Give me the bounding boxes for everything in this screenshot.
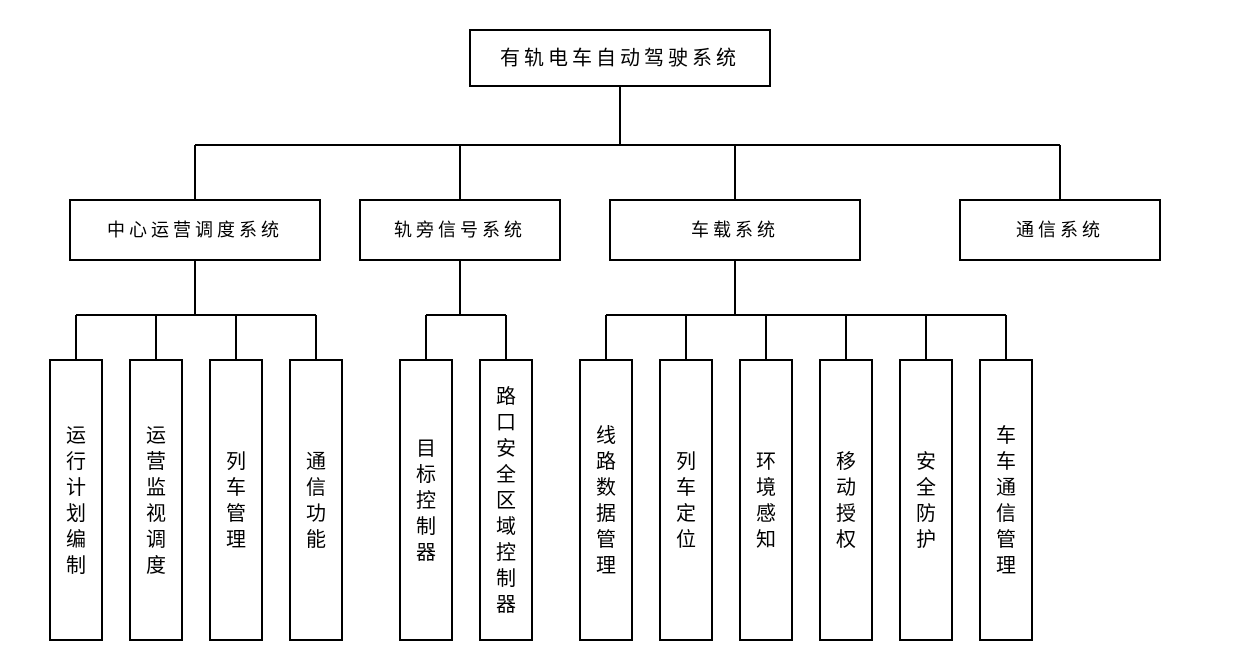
mid-label-m2: 车载系统 [691,220,779,240]
mid-label-m1: 轨旁信号系统 [394,220,526,240]
mid-label-m3: 通信系统 [1016,220,1104,240]
leaf-box [580,360,632,640]
leaf-box [660,360,712,640]
leaf-box [50,360,102,640]
leaf-label: 路口安全区域控制器 [496,385,516,616]
root-label: 有轨电车自动驾驶系统 [500,47,740,70]
leaf-box [290,360,342,640]
leaf-box [980,360,1032,640]
leaf-box [900,360,952,640]
leaf-box [820,360,872,640]
leaf-box [130,360,182,640]
mid-label-m0: 中心运营调度系统 [107,220,283,240]
org-chart-diagram: 有轨电车自动驾驶系统中心运营调度系统轨旁信号系统车载系统通信系统运行计划编制运营… [0,0,1240,666]
leaf-label: 目标控制器 [416,438,436,564]
leaf-box [740,360,792,640]
leaf-box [210,360,262,640]
